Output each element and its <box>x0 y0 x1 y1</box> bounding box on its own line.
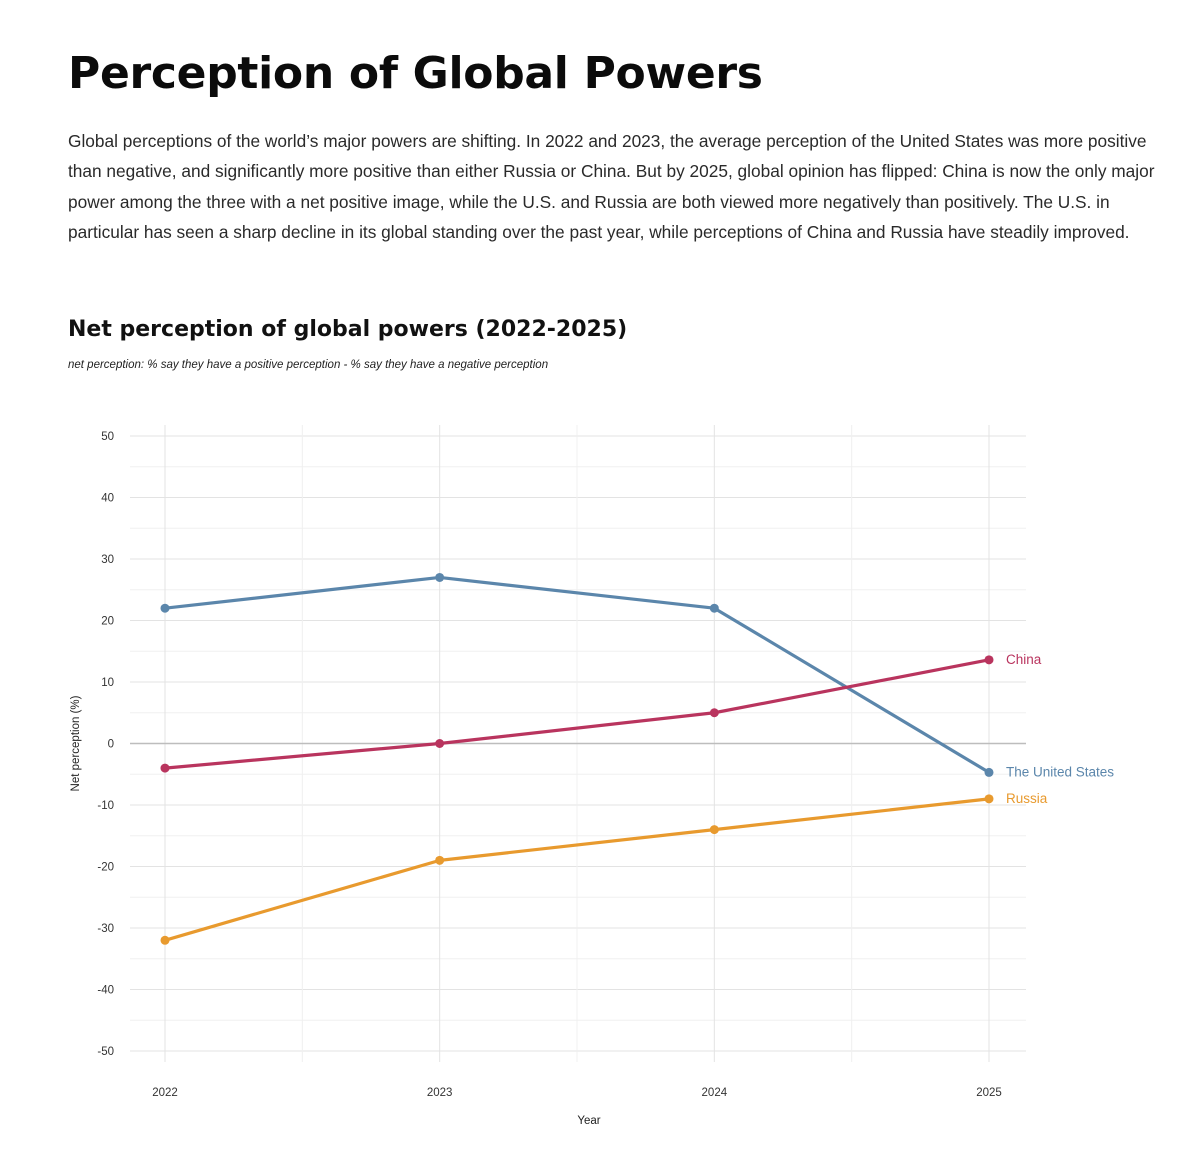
series-label-china: China <box>1006 652 1042 667</box>
data-point-the-united-states <box>160 603 170 613</box>
data-point-china <box>160 763 170 773</box>
data-point-china <box>709 708 719 718</box>
x-tick-label: 2022 <box>152 1087 178 1099</box>
series-line-china <box>163 658 991 770</box>
x-axis-title: Year <box>577 1115 600 1127</box>
data-point-china <box>984 655 994 665</box>
chart-gridlines <box>130 425 1026 1062</box>
data-point-the-united-states <box>709 603 719 613</box>
series-line-russia <box>163 797 991 942</box>
data-point-russia <box>160 935 170 945</box>
series-label-russia: Russia <box>1006 791 1048 806</box>
y-tick-label: 0 <box>108 739 114 751</box>
y-tick-label: -30 <box>97 923 114 935</box>
chart-series <box>160 572 994 945</box>
data-point-the-united-states <box>984 767 994 777</box>
y-tick-label: -40 <box>97 985 114 997</box>
chart-axes: 50 40 30 20 10 0 -10 -20 -30 -40 -50 2022 2023 2024 20… <box>70 431 1002 1127</box>
data-point-the-united-states <box>435 572 445 582</box>
chart-subtitle: net perception: % say they have a positi… <box>68 359 549 371</box>
y-axis-title: Net perception (%) <box>70 695 82 791</box>
x-tick-label: 2024 <box>702 1087 728 1099</box>
y-tick-label: 30 <box>101 554 114 566</box>
data-point-china <box>435 739 445 748</box>
intro-paragraph: Global perceptions of the world’s major … <box>68 131 1155 242</box>
y-tick-label: -50 <box>97 1046 114 1058</box>
chart-title: Net perception of global powers (2022-20… <box>68 317 628 342</box>
y-tick-label: 10 <box>101 677 114 689</box>
data-point-russia <box>984 794 994 804</box>
y-tick-label: 50 <box>101 431 114 443</box>
y-tick-label: 20 <box>101 616 114 628</box>
y-tick-label: -20 <box>97 862 114 874</box>
page-title: Perception of Global Powers <box>68 48 763 99</box>
series-label-the-united-states: The United States <box>1006 764 1114 779</box>
data-point-russia <box>709 825 719 835</box>
y-tick-label: -10 <box>97 800 114 812</box>
chart-series-labels: The United States China Russia <box>1006 652 1114 806</box>
x-tick-label: 2025 <box>976 1087 1002 1099</box>
data-point-russia <box>435 855 445 865</box>
y-tick-label: 40 <box>101 493 114 505</box>
x-tick-label: 2023 <box>427 1087 453 1099</box>
series-line-the-united-states <box>163 575 991 775</box>
